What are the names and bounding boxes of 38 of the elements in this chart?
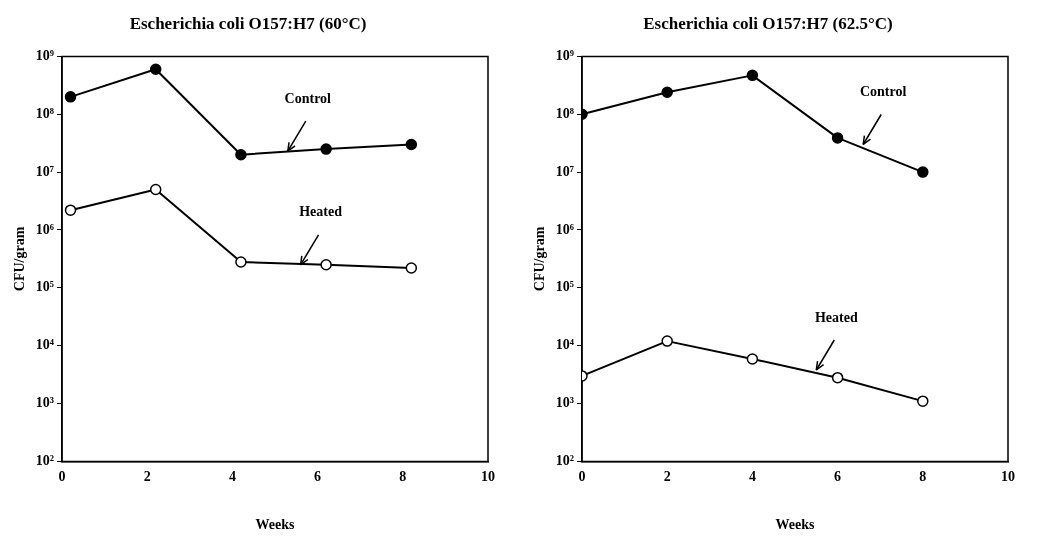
y-tick-label: 10³ <box>555 395 574 411</box>
x-tick-label: 6 <box>314 469 322 485</box>
x-tick-label: 4 <box>228 469 236 485</box>
x-tick-label: 8 <box>399 469 407 485</box>
y-tick-label: 10⁴ <box>555 337 575 353</box>
annotation: Heated <box>814 309 858 325</box>
y-tick-label: 10⁹ <box>555 48 574 64</box>
annotation: Control <box>859 84 907 100</box>
annotation: Control <box>284 90 332 106</box>
y-tick-label: 10⁵ <box>555 279 574 295</box>
x-tick-label: 0 <box>58 469 66 485</box>
y-tick-label: 10⁶ <box>555 221 574 237</box>
y-tick-label: 10⁵ <box>35 279 54 295</box>
y-tick-label: 10⁸ <box>555 105 574 121</box>
x-axis-title: Weeks <box>255 517 295 533</box>
x-tick-label: 10 <box>1001 469 1015 485</box>
y-tick-label: 10³ <box>35 395 54 411</box>
y-axis-title: CFU/gram <box>12 226 28 292</box>
x-tick-label: 4 <box>748 469 756 485</box>
y-tick-label: 10⁶ <box>35 221 54 237</box>
y-tick-label: 10⁴ <box>35 337 55 353</box>
x-tick-label: 2 <box>143 469 151 485</box>
x-axis-title: Weeks <box>775 517 815 533</box>
x-tick-label: 6 <box>834 469 842 485</box>
y-tick-label: 10² <box>555 453 574 469</box>
x-tick-label: 2 <box>663 469 671 485</box>
y-axis-title: CFU/gram <box>532 226 548 292</box>
chart-title: Escherichia coli O157:H7 (62.5°C) <box>643 13 893 33</box>
y-tick-label: 10⁷ <box>555 163 574 179</box>
x-tick-label: 0 <box>578 469 586 485</box>
x-tick-label: 10 <box>481 469 495 485</box>
chart-title: Escherichia coli O157:H7 (60°C) <box>129 13 367 33</box>
annotation: Heated <box>299 204 343 220</box>
y-tick-label: 10² <box>35 453 54 469</box>
y-tick-label: 10⁷ <box>35 163 54 179</box>
x-tick-label: 8 <box>919 469 927 485</box>
y-tick-label: 10⁹ <box>35 48 54 64</box>
y-tick-label: 10⁸ <box>35 105 54 121</box>
